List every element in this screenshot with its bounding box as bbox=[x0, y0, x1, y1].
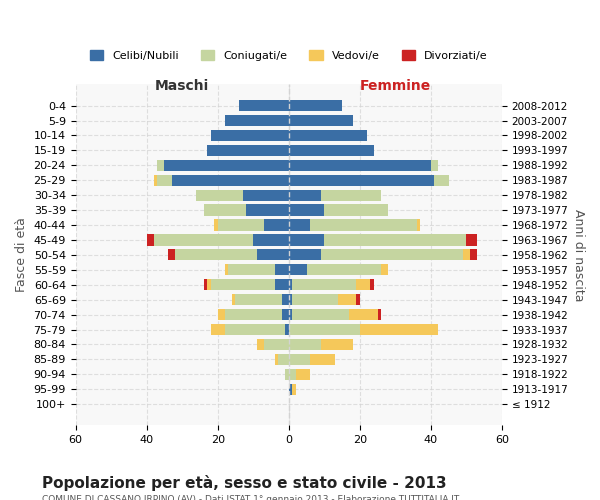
Bar bbox=[218, 220, 264, 230]
Bar bbox=[218, 309, 225, 320]
Bar bbox=[324, 234, 466, 246]
Bar bbox=[321, 190, 381, 201]
Bar bbox=[225, 324, 285, 335]
Text: Maschi: Maschi bbox=[155, 79, 209, 93]
Bar bbox=[203, 279, 207, 290]
Bar bbox=[307, 264, 381, 276]
Text: Femmine: Femmine bbox=[359, 79, 431, 93]
Bar bbox=[225, 115, 289, 126]
Bar bbox=[289, 220, 310, 230]
Bar bbox=[275, 264, 289, 276]
Bar bbox=[211, 324, 225, 335]
Bar bbox=[157, 174, 172, 186]
Bar bbox=[235, 294, 281, 306]
Bar bbox=[292, 309, 349, 320]
Bar bbox=[289, 130, 367, 141]
Bar bbox=[289, 354, 310, 365]
Bar bbox=[229, 264, 275, 276]
Bar bbox=[207, 279, 211, 290]
Bar bbox=[289, 250, 321, 260]
Bar bbox=[470, 250, 477, 260]
Bar bbox=[175, 250, 257, 260]
Bar bbox=[289, 309, 292, 320]
Bar bbox=[466, 234, 477, 246]
Bar bbox=[172, 174, 289, 186]
Bar bbox=[434, 174, 449, 186]
Text: Popolazione per età, sesso e stato civile - 2013: Popolazione per età, sesso e stato civil… bbox=[42, 475, 446, 491]
Bar bbox=[289, 174, 434, 186]
Bar bbox=[324, 204, 388, 216]
Bar bbox=[211, 279, 275, 290]
Bar bbox=[289, 324, 360, 335]
Bar bbox=[289, 234, 324, 246]
Bar bbox=[321, 250, 463, 260]
Bar bbox=[207, 145, 289, 156]
Bar bbox=[275, 354, 278, 365]
Bar bbox=[463, 250, 470, 260]
Bar bbox=[381, 264, 388, 276]
Bar bbox=[285, 368, 289, 380]
Bar bbox=[416, 220, 420, 230]
Bar bbox=[356, 279, 370, 290]
Bar bbox=[257, 250, 289, 260]
Bar bbox=[338, 294, 356, 306]
Bar bbox=[289, 368, 296, 380]
Bar bbox=[278, 354, 289, 365]
Bar bbox=[289, 384, 292, 395]
Bar bbox=[154, 174, 157, 186]
Bar bbox=[232, 294, 235, 306]
Bar bbox=[253, 234, 289, 246]
Bar bbox=[246, 204, 289, 216]
Bar bbox=[211, 130, 289, 141]
Text: COMUNE DI CASSANO IRPINO (AV) - Dati ISTAT 1° gennaio 2013 - Elaborazione TUTTIT: COMUNE DI CASSANO IRPINO (AV) - Dati IST… bbox=[42, 495, 459, 500]
Bar bbox=[164, 160, 289, 171]
Bar bbox=[370, 279, 374, 290]
Y-axis label: Anni di nascita: Anni di nascita bbox=[572, 208, 585, 301]
Bar bbox=[289, 145, 374, 156]
Bar bbox=[292, 279, 356, 290]
Bar bbox=[196, 190, 242, 201]
Bar bbox=[360, 324, 438, 335]
Bar bbox=[377, 309, 381, 320]
Bar bbox=[157, 160, 164, 171]
Bar bbox=[431, 160, 438, 171]
Bar bbox=[296, 368, 310, 380]
Bar bbox=[257, 339, 264, 350]
Bar bbox=[289, 264, 307, 276]
Bar bbox=[264, 220, 289, 230]
Bar bbox=[356, 294, 360, 306]
Bar bbox=[239, 100, 289, 111]
Y-axis label: Fasce di età: Fasce di età bbox=[15, 218, 28, 292]
Bar bbox=[289, 204, 324, 216]
Bar bbox=[203, 204, 246, 216]
Legend: Celibi/Nubili, Coniugati/e, Vedovi/e, Divorziati/e: Celibi/Nubili, Coniugati/e, Vedovi/e, Di… bbox=[85, 46, 492, 66]
Bar bbox=[289, 279, 292, 290]
Bar bbox=[310, 354, 335, 365]
Bar bbox=[281, 309, 289, 320]
Bar bbox=[242, 190, 289, 201]
Bar bbox=[154, 234, 253, 246]
Bar bbox=[275, 279, 289, 290]
Bar bbox=[264, 339, 289, 350]
Bar bbox=[146, 234, 154, 246]
Bar bbox=[292, 384, 296, 395]
Bar bbox=[289, 339, 321, 350]
Bar bbox=[225, 309, 281, 320]
Bar bbox=[289, 100, 342, 111]
Bar bbox=[225, 264, 229, 276]
Bar bbox=[321, 339, 353, 350]
Bar bbox=[349, 309, 377, 320]
Bar bbox=[292, 294, 338, 306]
Bar bbox=[289, 160, 431, 171]
Bar bbox=[168, 250, 175, 260]
Bar bbox=[310, 220, 416, 230]
Bar bbox=[214, 220, 218, 230]
Bar bbox=[289, 115, 353, 126]
Bar bbox=[285, 324, 289, 335]
Bar bbox=[281, 294, 289, 306]
Bar bbox=[289, 190, 321, 201]
Bar bbox=[289, 294, 292, 306]
